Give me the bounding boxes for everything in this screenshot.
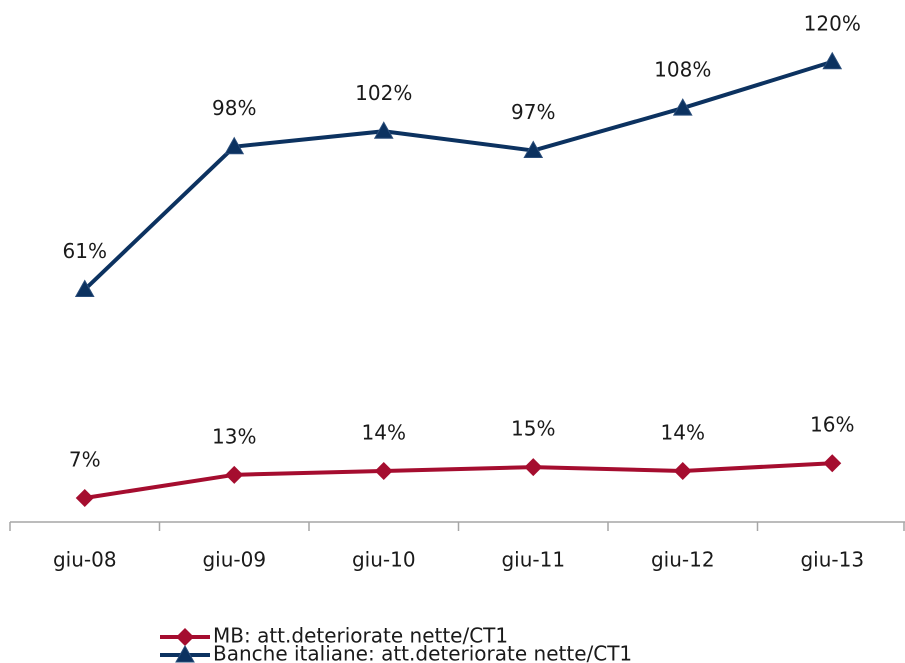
data-label: 97% xyxy=(511,100,555,124)
point-marker xyxy=(523,140,544,159)
x-tick-label: giu-12 xyxy=(651,548,715,572)
point-marker xyxy=(823,454,842,473)
x-tick-label: giu-09 xyxy=(202,548,266,572)
point-marker xyxy=(225,465,244,484)
data-label: 120% xyxy=(804,11,861,35)
data-label: 98% xyxy=(212,96,256,120)
x-tick-label: giu-13 xyxy=(800,548,864,572)
point-marker xyxy=(373,121,394,139)
point-marker xyxy=(224,136,245,155)
data-label: 108% xyxy=(654,58,711,82)
data-label: 14% xyxy=(661,420,705,444)
data-label: 16% xyxy=(810,413,854,437)
data-label: 13% xyxy=(212,424,256,448)
data-label: 14% xyxy=(362,420,406,444)
x-tick-label: giu-10 xyxy=(352,548,416,572)
x-tick-label: giu-08 xyxy=(53,548,117,572)
point-marker xyxy=(524,458,543,477)
point-marker xyxy=(673,461,692,480)
data-label: 7% xyxy=(69,447,101,471)
data-label: 61% xyxy=(63,239,107,263)
point-marker xyxy=(822,51,843,70)
data-label: 102% xyxy=(355,81,412,105)
point-marker xyxy=(74,279,95,298)
point-marker xyxy=(75,488,94,507)
legend-marker xyxy=(175,644,195,663)
legend-marker xyxy=(176,628,194,646)
point-marker xyxy=(374,461,393,480)
series-line xyxy=(84,461,833,500)
series-line xyxy=(83,59,833,291)
legend-label: MB: att.deteriorate nette/CT1 xyxy=(213,624,508,648)
data-label: 15% xyxy=(511,417,555,441)
legend-label: Banche italiane: att.deteriorate nette/C… xyxy=(213,642,632,663)
x-tick-label: giu-11 xyxy=(501,548,565,572)
point-marker xyxy=(672,98,693,116)
